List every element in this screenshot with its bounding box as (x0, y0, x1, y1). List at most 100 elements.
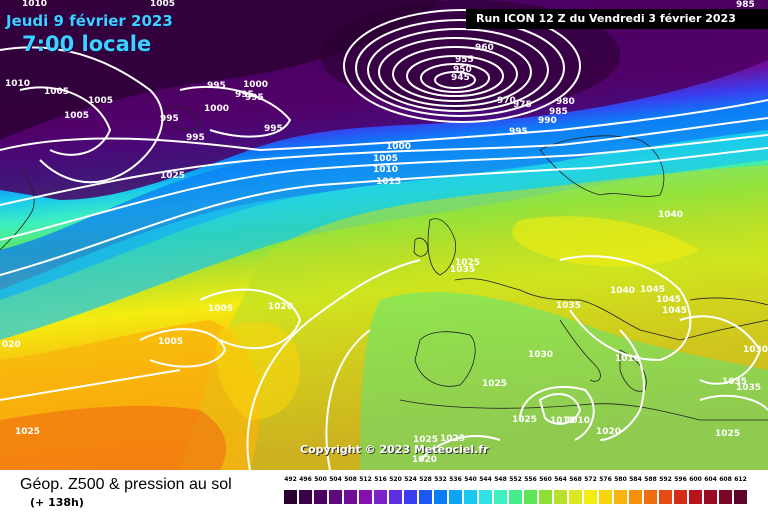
scale-color-cell (554, 490, 567, 504)
isobar (367, 28, 549, 112)
scale-color-cell (719, 490, 732, 504)
copyright-notice: Copyright © 2023 Meteociel.fr (300, 443, 489, 456)
isobar (0, 134, 768, 241)
scale-color-cell (329, 490, 342, 504)
isobar (420, 63, 490, 93)
z500-orange-core (0, 405, 226, 470)
isobar (0, 369, 181, 401)
isobar (392, 46, 518, 102)
scale-tick-label: 492 (284, 476, 297, 483)
scale-tick-label: 536 (449, 476, 462, 483)
north-africa-coast (399, 399, 768, 421)
scale-color-cell (299, 490, 312, 504)
pressure-label: 1045 (662, 306, 687, 316)
scale-tick-label: 568 (569, 476, 582, 483)
scale-color-cell (629, 490, 642, 504)
scale-tick-label: 580 (614, 476, 627, 483)
scale-tick-label: 612 (734, 476, 747, 483)
scale-tick-label: 556 (524, 476, 537, 483)
scale-color-cell (704, 490, 717, 504)
pressure-label: 1030 (528, 350, 553, 360)
pressure-label: 1020 (268, 302, 293, 312)
isobar (0, 46, 164, 184)
pressure-label: 945 (451, 73, 470, 83)
pressure-label: 1005 (158, 337, 183, 347)
isobar (325, 329, 371, 470)
isobars (0, 9, 768, 470)
pressure-label: 1035 (450, 265, 475, 275)
scale-tick-label: 496 (299, 476, 312, 483)
scale-tick-label: 596 (674, 476, 687, 483)
pressure-label: 1005 (88, 96, 113, 106)
pressure-label: 995 (509, 127, 528, 137)
scale-color-cell (674, 490, 687, 504)
pressure-label: 975 (513, 100, 532, 110)
scale-color-cell (374, 490, 387, 504)
pressure-label: 1005 (373, 154, 398, 164)
pressure-label: 985 (549, 107, 568, 117)
scale-tick-label: 588 (644, 476, 657, 483)
scale-tick-label: 524 (404, 476, 417, 483)
pressure-label: 1025 (512, 415, 537, 425)
pressure-label: 980 (556, 97, 575, 107)
scale-tick-label: 540 (464, 476, 477, 483)
scale-color-cell (419, 490, 432, 504)
scale-color-cell (344, 490, 357, 504)
isobar (19, 86, 112, 156)
isobar (538, 393, 582, 425)
isobar (355, 19, 565, 117)
pressure-label: 1020 (412, 455, 437, 465)
scale-tick-label: 500 (314, 476, 327, 483)
coastlines (0, 105, 768, 421)
pressure-label: 1010 (615, 354, 640, 364)
isobar (406, 55, 504, 97)
pressure-label: 970 (497, 96, 516, 106)
isobar (139, 328, 227, 368)
pressure-label: 1000 (386, 142, 411, 152)
scale-color-cell (314, 490, 327, 504)
iceland-coast (159, 105, 201, 131)
z500-green-mediterranean (360, 291, 768, 470)
z500-blue-band (0, 100, 768, 300)
pressure-label: 1015 (550, 416, 575, 426)
pressure-label: 1040 (658, 210, 683, 220)
pressure-label: 1025 (715, 429, 740, 439)
iberia-coast (414, 331, 476, 387)
forecast-local-time: 7:00 locale (22, 32, 152, 56)
pressure-label: 1025 (440, 434, 465, 444)
scale-tick-label: 504 (329, 476, 342, 483)
pressure-label: 1005 (44, 87, 69, 97)
pressure-label: 020 (2, 340, 21, 350)
scale-tick-label: 528 (419, 476, 432, 483)
scale-color-cell (449, 490, 462, 504)
pressure-label: 995 (160, 114, 179, 124)
pressure-labels: 1010 1005 1005 1010 1005 1005 995 1000 9… (2, 0, 768, 465)
greece-coast (619, 349, 647, 392)
scale-tick-label: 512 (359, 476, 372, 483)
scandinavia-coast (539, 135, 665, 197)
z500-yellow-europe (512, 216, 700, 267)
pressure-label: 995 (245, 93, 264, 103)
map-footer: Géop. Z500 & pression au sol (+ 138h) 49… (0, 470, 768, 512)
scale-tick-label: 576 (599, 476, 612, 483)
pressure-label: 985 (736, 0, 755, 10)
pressure-label: 1045 (656, 295, 681, 305)
scale-color-cell (389, 490, 402, 504)
isobar (559, 255, 692, 362)
scale-color-cell (524, 490, 537, 504)
isobar (519, 385, 595, 441)
isobar (419, 435, 501, 461)
pressure-label: 1025 (482, 379, 507, 389)
model-run-info: Run ICON 12 Z du Vendredi 3 février 2023 (466, 9, 768, 29)
pressure-label: 995 (207, 81, 226, 91)
z500-trough-core (0, 0, 440, 140)
pressure-label: 995 (235, 90, 254, 100)
pressure-label: 1000 (204, 104, 229, 114)
uk-coast (427, 218, 457, 276)
pressure-label: 960 (475, 43, 494, 53)
pressure-label: 1040 (610, 286, 635, 296)
greenland-coast (0, 169, 35, 251)
pressure-label: 1010 (22, 0, 47, 9)
scale-tick-label: 508 (344, 476, 357, 483)
